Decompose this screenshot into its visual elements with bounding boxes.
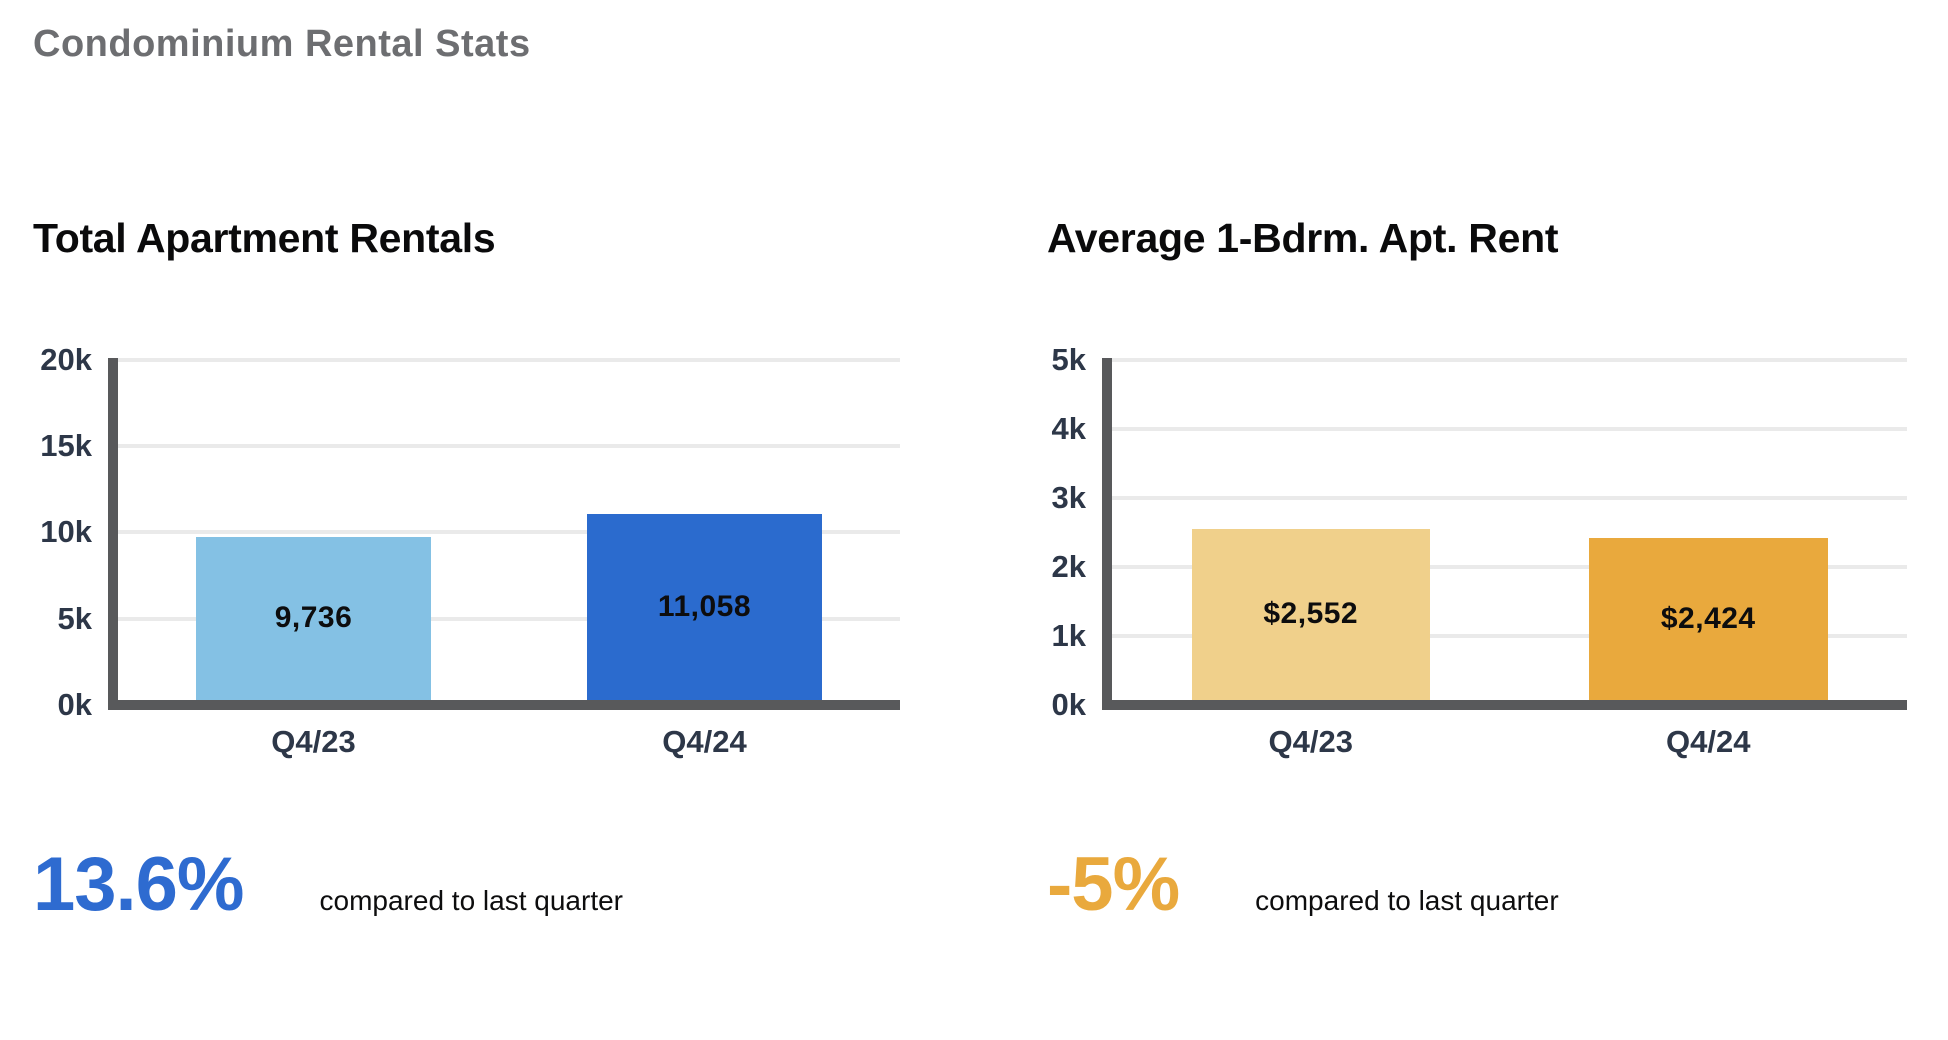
bar-chart-average-rent: 5k 4k 3k 2k 1k 0k $2,552 Q4/23 $2,424 Q4/24 xyxy=(1047,342,1907,765)
x-tick-label: Q4/23 xyxy=(271,723,356,759)
x-axis xyxy=(1102,699,1907,710)
stat-row: 13.6% compared to last quarter xyxy=(33,843,900,927)
chart-title: Total Apartment Rentals xyxy=(33,214,496,261)
x-tick-label: Q4/24 xyxy=(1666,723,1751,759)
gridline xyxy=(1102,426,1907,431)
y-axis xyxy=(1102,357,1112,710)
stat-value: -5% xyxy=(1047,841,1180,927)
y-tick-label: 5k xyxy=(1051,341,1086,377)
y-tick-label: 5k xyxy=(57,600,92,636)
bar-q4-23: $2,552 xyxy=(1191,528,1430,700)
bar-value-label: 9,736 xyxy=(274,601,353,635)
chart-title: Average 1-Bdrm. Apt. Rent xyxy=(1047,214,1559,261)
gridline xyxy=(1102,633,1907,638)
gridline xyxy=(1102,495,1907,500)
chart-card-average-rent: Average 1-Bdrm. Apt. Rent 5k 4k 3k 2k 1k 0k $2… xyxy=(1047,214,1907,927)
bar-value-label: $2,424 xyxy=(1660,601,1756,635)
stat-value: 13.6% xyxy=(33,841,244,927)
y-tick-label: 20k xyxy=(40,341,92,377)
gridline xyxy=(108,616,900,621)
dashboard: Condominium Rental Stats Total Apartment… xyxy=(33,23,1948,927)
y-axis xyxy=(108,357,118,710)
gridline xyxy=(108,444,900,449)
page-title: Condominium Rental Stats xyxy=(33,23,531,65)
bar-value-label: $2,552 xyxy=(1263,597,1359,631)
stat-caption: compared to last quarter xyxy=(1255,884,1559,916)
y-tick-label: 0k xyxy=(1051,686,1086,722)
chart-card-total-rentals: Total Apartment Rentals 20k 15k 10k 5k 0k 9,7… xyxy=(33,214,900,927)
x-axis xyxy=(108,699,900,710)
charts-row: Total Apartment Rentals 20k 15k 10k 5k 0k 9,7… xyxy=(33,214,1948,927)
gridline xyxy=(108,357,900,362)
y-tick-label: 1k xyxy=(1051,617,1086,653)
x-tick-label: Q4/24 xyxy=(662,723,747,759)
bar-q4-24: 11,058 xyxy=(587,514,822,700)
y-tick-label: 2k xyxy=(1051,548,1086,584)
y-tick-label: 3k xyxy=(1051,479,1086,515)
bar-chart-total-rentals: 20k 15k 10k 5k 0k 9,736 Q4/23 11,058 Q4/24 xyxy=(33,342,900,765)
gridline xyxy=(108,530,900,535)
y-tick-label: 0k xyxy=(57,686,92,722)
y-tick-label: 10k xyxy=(40,514,92,550)
bar-q4-24: $2,424 xyxy=(1589,537,1828,700)
gridline xyxy=(1102,564,1907,569)
stat-caption: compared to last quarter xyxy=(319,884,624,916)
gridline xyxy=(1102,357,1907,362)
y-tick-label: 15k xyxy=(40,428,92,464)
y-tick-label: 4k xyxy=(1051,410,1086,446)
x-tick-label: Q4/23 xyxy=(1268,723,1353,759)
bar-q4-23: 9,736 xyxy=(196,536,431,700)
stat-row: -5% compared to last quarter xyxy=(1047,843,1907,927)
bar-value-label: 11,058 xyxy=(657,589,752,623)
